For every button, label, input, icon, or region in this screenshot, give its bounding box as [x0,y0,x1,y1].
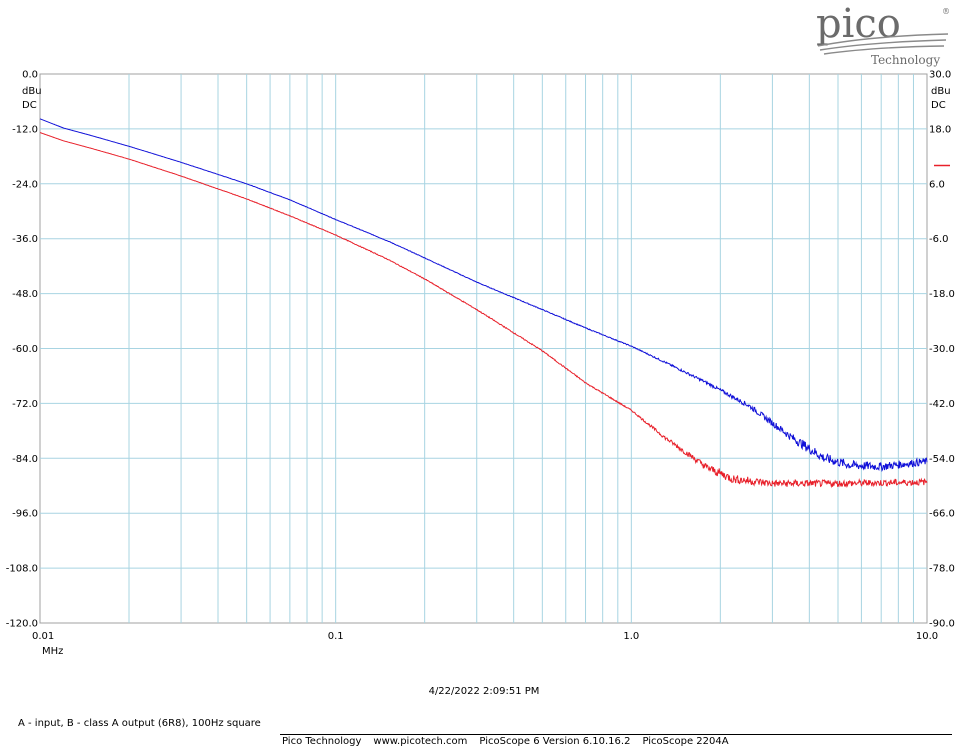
series-line-b [39,132,928,489]
footer-divider [280,734,952,735]
left-axis-unit: dBu [22,86,42,97]
left-axis-tick-label: -24.0 [12,179,38,190]
capture-timestamp: 4/22/2022 2:09:51 PM [428,686,540,697]
left-axis-tick-label: 0.0 [22,70,38,81]
pico-logo: pico ® Technology [816,1,950,67]
capture-caption: A - input, B - class A output (6R8), 100… [18,718,261,729]
footer-company: Pico Technology [282,736,362,747]
right-axis-tick-label: -30.0 [929,344,955,355]
footer-device: PicoScope 2204A [642,736,729,747]
left-axis-tick-label: -96.0 [12,509,38,520]
x-axis-ticks: 0.01 0.1 1.0 10.0 [32,631,938,642]
right-axis-tick-label: 18.0 [929,124,951,135]
footer-bar: Pico Technology www.picotech.com PicoScope… [282,736,741,747]
x-axis-tick-label: 10.0 [916,631,938,642]
left-axis-tick-label: -84.0 [12,454,38,465]
right-axis-tick-label: -66.0 [929,509,955,520]
left-axis-tick-label: -108.0 [6,564,38,575]
x-axis-tick-label: 1.0 [623,631,639,642]
left-axis-ticks: 0.0 -12.0 -24.0 -36.0 -48.0 -60.0 -72.0 -84.0 -9… [6,70,38,630]
right-axis-tick-label: -78.0 [929,564,955,575]
grid [40,74,927,623]
footer-website: www.picotech.com [373,736,468,747]
series-line-a [39,118,928,472]
right-axis-tick-label: -6.0 [929,234,949,245]
right-axis-tick-label: -42.0 [929,399,955,410]
left-axis-tick-label: -60.0 [12,344,38,355]
left-axis-tick-label: -12.0 [12,124,38,135]
left-axis-coupling: DC [22,100,37,111]
logo-sub-text: Technology [871,53,940,67]
logo-registered-mark: ® [942,7,950,16]
right-axis-tick-label: 30.0 [929,70,951,81]
left-axis-tick-label: -36.0 [12,234,38,245]
right-axis-unit: dBu [931,86,951,97]
logo-swoosh-icon [817,33,949,55]
left-axis-tick-label: -48.0 [12,289,38,300]
right-axis-tick-label: -54.0 [929,454,955,465]
x-axis-tick-label: 0.01 [32,631,54,642]
series-group [39,118,928,489]
right-axis-tick-label: -18.0 [929,289,955,300]
right-axis-ticks: 30.0 18.0 6.0 -6.0 -18.0 -30.0 -42.0 -54.0 -66.0… [929,70,955,630]
right-axis-tick-label: -90.0 [929,619,955,630]
footer-software: PicoScope 6 Version 6.10.16.2 [479,736,631,747]
right-axis-tick-label: 6.0 [929,179,945,190]
x-axis-tick-label: 0.1 [328,631,344,642]
left-axis-tick-label: -120.0 [6,619,38,630]
x-axis-unit: MHz [42,646,63,657]
right-axis-coupling: DC [931,100,946,111]
left-axis-tick-label: -72.0 [12,399,38,410]
